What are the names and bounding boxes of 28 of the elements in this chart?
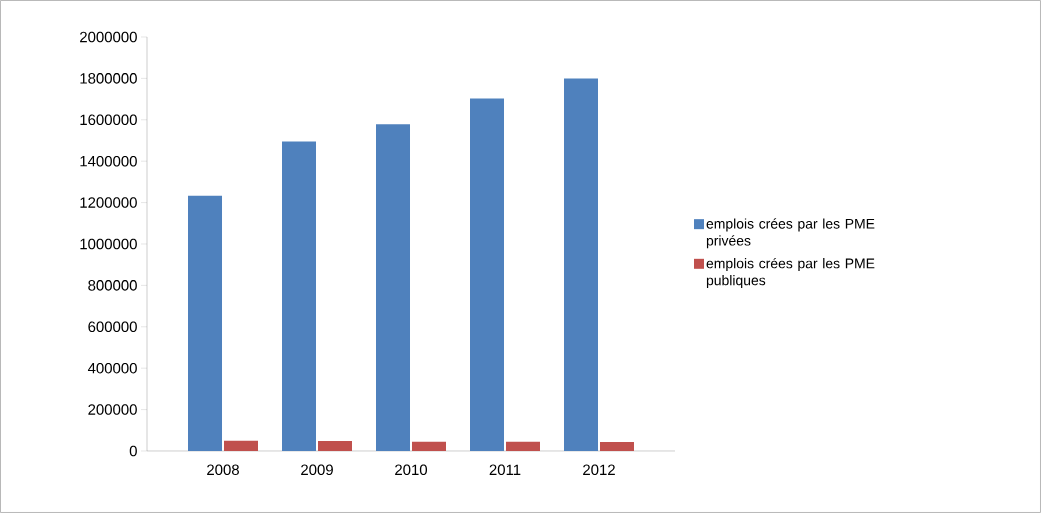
bar xyxy=(282,141,317,451)
bar xyxy=(506,441,540,451)
x-tick-label: 2012 xyxy=(583,464,615,476)
bar xyxy=(564,78,598,451)
x-tick-label: 2008 xyxy=(207,464,239,476)
legend-label: emplois crées par les PME publiques xyxy=(706,257,875,289)
bar xyxy=(412,441,446,451)
y-tick-label: 1400000 xyxy=(80,155,137,167)
y-tick-label: 400000 xyxy=(87,362,137,374)
bar xyxy=(224,440,258,451)
y-tick-label: 1800000 xyxy=(80,73,137,84)
bar xyxy=(376,124,411,451)
y-tick-label: 200000 xyxy=(88,404,137,415)
y-tick-label: 2000000 xyxy=(80,31,137,43)
bar xyxy=(470,98,505,451)
x-tick-label: 2011 xyxy=(489,464,521,476)
y-tick-label: 1000000 xyxy=(80,238,137,250)
bar xyxy=(318,441,352,451)
y-tick-label: 1200000 xyxy=(80,197,137,208)
y-tick-label: 800000 xyxy=(88,280,137,291)
bar xyxy=(188,195,223,451)
y-tick-label: 0 xyxy=(129,445,137,457)
y-tick-label: 600000 xyxy=(88,321,137,333)
bar xyxy=(600,442,634,451)
x-tick-label: 2009 xyxy=(301,464,333,476)
x-tick-label: 2010 xyxy=(395,464,428,476)
y-tick-label: 1600000 xyxy=(80,114,137,126)
legend-label: emplois crées par les PME privées xyxy=(706,218,875,249)
